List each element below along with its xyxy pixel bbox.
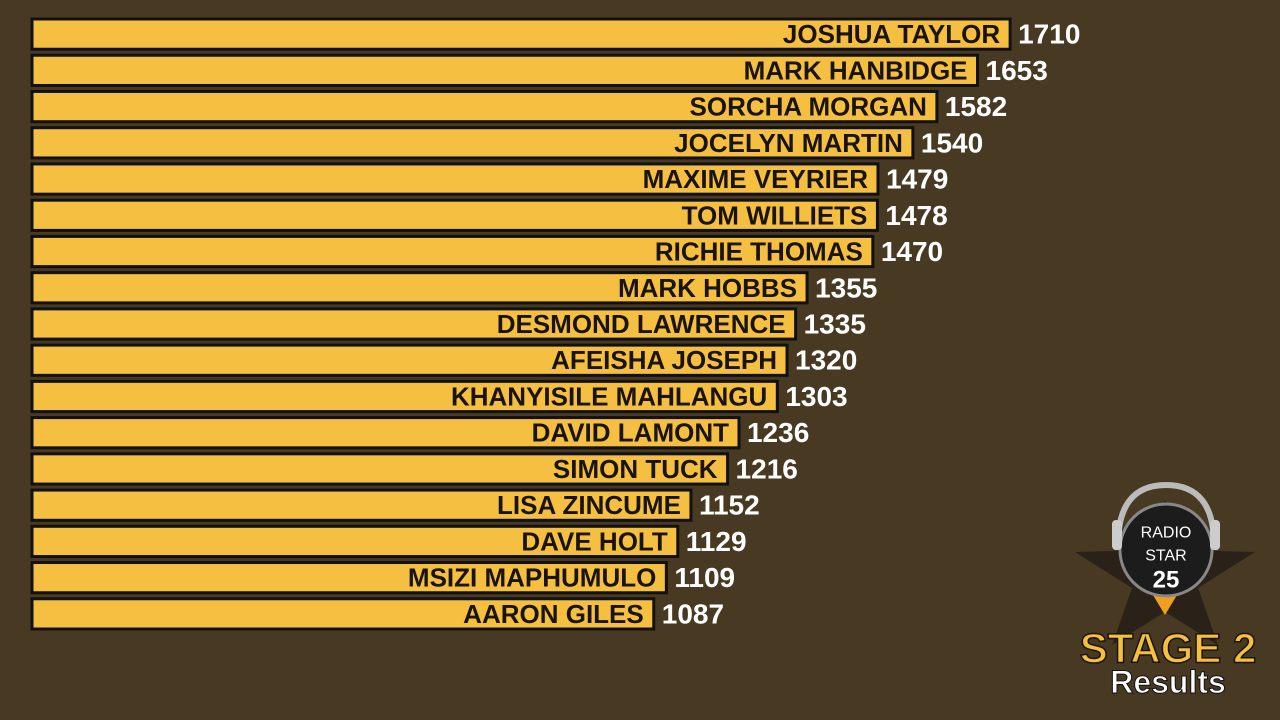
bar-name: DAVID LAMONT [532,418,730,448]
logo-earcup [1210,520,1220,550]
value-label: 1478 [885,200,947,231]
logo-text: STAR [1145,548,1186,565]
bar [30,271,809,305]
value-label: 1540 [921,127,983,158]
bar-name: JOSHUA TAYLOR [783,19,1000,49]
value-label: 1236 [747,417,809,448]
logo-headphones [1115,481,1217,546]
bar-name: LISA ZINCUME [497,490,681,520]
value-label: 1216 [736,453,798,484]
bar-name: DESMOND LAWRENCE [497,309,786,339]
bar [30,488,693,522]
bar-name: MARK HANBIDGE [744,55,968,85]
value-label: 1582 [945,91,1007,122]
bar [30,198,879,232]
value-label: 1355 [815,272,877,303]
bar-name: JOCELYN MARTIN [674,128,903,158]
bar [30,379,779,414]
bar [30,343,789,377]
bar [30,234,875,269]
bar-name: DAVE HOLT [521,526,667,556]
logo-mic [1118,502,1214,598]
value-label: 1470 [881,236,943,267]
bar [30,126,915,160]
bar [30,307,798,341]
bar-name: AFEISHA JOSEPH [551,345,777,375]
bar [30,89,939,124]
value-label: 1479 [886,164,948,195]
bar-name: KHANYISILE MAHLANGU [451,381,767,411]
bar-name: AARON GILES [463,599,644,629]
value-label: 1087 [662,598,724,629]
logo-text: RADIO [1141,525,1192,542]
value-label: 1129 [686,526,747,557]
bar [30,597,656,631]
bar [30,561,668,595]
bar [30,17,1012,51]
chart-title: STAGE 2 [1080,625,1257,672]
bar-name: MARK HOBBS [618,273,797,303]
bar [30,162,880,196]
logo-text: 25 [1153,567,1180,594]
bar-name: MAXIME VEYRIER [643,164,869,194]
value-label: 1320 [795,345,857,376]
value-label: 1109 [674,562,735,593]
bar [30,524,680,559]
value-label: 1710 [1018,19,1080,50]
bar [30,416,741,450]
value-label: 1653 [986,55,1048,86]
bar-name: SORCHA MORGAN [690,92,927,122]
value-label: 1335 [804,309,866,340]
bar-name: MSIZI MAPHUMULO [408,563,656,593]
value-label: 1303 [785,381,847,412]
bar [30,452,730,486]
chart-subtitle: Results [1110,664,1226,700]
logo: RADIO STAR 25 [1075,481,1255,645]
bar-name: TOM WILLIETS [682,200,868,230]
bar-name: SIMON TUCK [553,454,718,484]
value-label: 1152 [699,490,760,521]
logo-earcup [1112,520,1122,550]
bar-name: RICHIE THOMAS [655,237,863,267]
bar [30,53,980,87]
